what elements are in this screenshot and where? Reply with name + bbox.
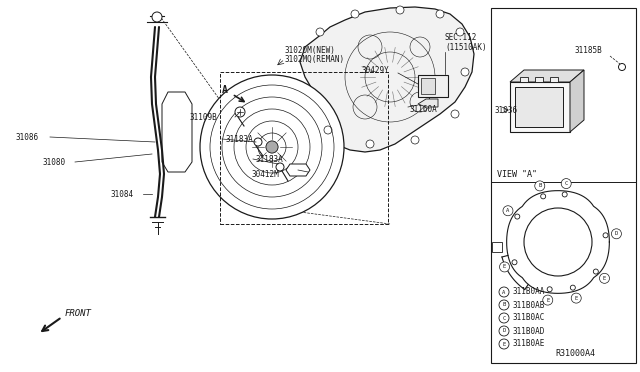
Circle shape [512, 260, 517, 265]
Text: D: D [502, 328, 506, 334]
Circle shape [456, 28, 464, 36]
Text: A: A [502, 289, 506, 295]
Circle shape [541, 194, 546, 199]
Circle shape [499, 287, 509, 297]
Text: 30429Y: 30429Y [362, 65, 390, 74]
Circle shape [503, 206, 513, 216]
Text: 3102OM(NEW): 3102OM(NEW) [285, 45, 336, 55]
Circle shape [451, 110, 459, 118]
Circle shape [611, 229, 621, 239]
Circle shape [593, 269, 598, 274]
Text: 311B0AA: 311B0AA [513, 288, 545, 296]
Circle shape [461, 68, 469, 76]
Text: R31000A4: R31000A4 [555, 350, 595, 359]
Circle shape [499, 313, 509, 323]
Polygon shape [570, 70, 584, 132]
Bar [491, 8, 636, 363]
Circle shape [570, 285, 575, 290]
Text: 31183A: 31183A [255, 154, 283, 164]
Circle shape [276, 163, 284, 171]
Text: 31185B: 31185B [575, 45, 603, 55]
Polygon shape [418, 99, 438, 107]
Circle shape [254, 138, 262, 146]
Text: VIEW "A": VIEW "A" [497, 170, 537, 179]
Text: D: D [615, 231, 618, 236]
Circle shape [561, 179, 572, 189]
Text: 31160A: 31160A [410, 105, 438, 113]
Circle shape [499, 300, 509, 310]
Text: E: E [502, 341, 506, 346]
Text: B: B [538, 183, 541, 188]
Circle shape [499, 326, 509, 336]
Text: E: E [546, 298, 549, 302]
Circle shape [396, 6, 404, 14]
Circle shape [366, 140, 374, 148]
Text: 31084: 31084 [110, 189, 133, 199]
Circle shape [351, 10, 359, 18]
Text: C: C [502, 315, 506, 321]
Text: 3102MQ(REMAN): 3102MQ(REMAN) [285, 55, 345, 64]
Text: 31036: 31036 [495, 106, 518, 115]
Circle shape [524, 208, 592, 276]
Bar [550, 77, 558, 82]
Text: 31183A: 31183A [225, 135, 253, 144]
Text: FRONT: FRONT [65, 310, 92, 318]
Circle shape [600, 273, 609, 283]
Text: E: E [503, 264, 506, 269]
Text: 311B0AD: 311B0AD [513, 327, 545, 336]
Circle shape [324, 126, 332, 134]
Text: 311B0AC: 311B0AC [513, 314, 545, 323]
Text: 311B0AB: 311B0AB [513, 301, 545, 310]
Bar [492, 242, 502, 252]
Circle shape [266, 141, 278, 153]
Circle shape [500, 262, 509, 272]
Bar [515, 87, 563, 127]
Polygon shape [286, 164, 310, 176]
Circle shape [411, 136, 419, 144]
Text: C: C [564, 181, 568, 186]
Polygon shape [300, 7, 474, 152]
Circle shape [515, 214, 520, 219]
Bar [520, 77, 528, 82]
Circle shape [436, 10, 444, 18]
Text: B: B [502, 302, 506, 308]
Bar [421, 78, 435, 94]
Text: 30412M: 30412M [252, 170, 280, 179]
Circle shape [562, 192, 567, 197]
Text: A: A [222, 85, 228, 95]
Polygon shape [162, 92, 192, 172]
Text: SEC.112: SEC.112 [445, 32, 477, 42]
Bar [418, 75, 448, 97]
Circle shape [535, 181, 545, 191]
Circle shape [543, 295, 553, 305]
Circle shape [603, 233, 608, 238]
Text: E: E [603, 276, 606, 281]
Text: A: A [506, 208, 509, 213]
Circle shape [316, 28, 324, 36]
Circle shape [200, 75, 344, 219]
Circle shape [235, 107, 245, 117]
Text: (11510AK): (11510AK) [445, 42, 486, 51]
Bar [510, 82, 570, 132]
Text: 31086: 31086 [15, 132, 38, 141]
Circle shape [572, 293, 581, 303]
Circle shape [547, 287, 552, 292]
Text: E: E [575, 296, 578, 301]
Polygon shape [510, 70, 584, 82]
Circle shape [499, 339, 509, 349]
Circle shape [618, 64, 625, 71]
Text: 311B0AE: 311B0AE [513, 340, 545, 349]
Bar [535, 77, 543, 82]
Text: 31109B: 31109B [190, 112, 218, 122]
Bar [220, 72, 388, 224]
Circle shape [152, 12, 162, 22]
Text: 31080: 31080 [42, 157, 65, 167]
